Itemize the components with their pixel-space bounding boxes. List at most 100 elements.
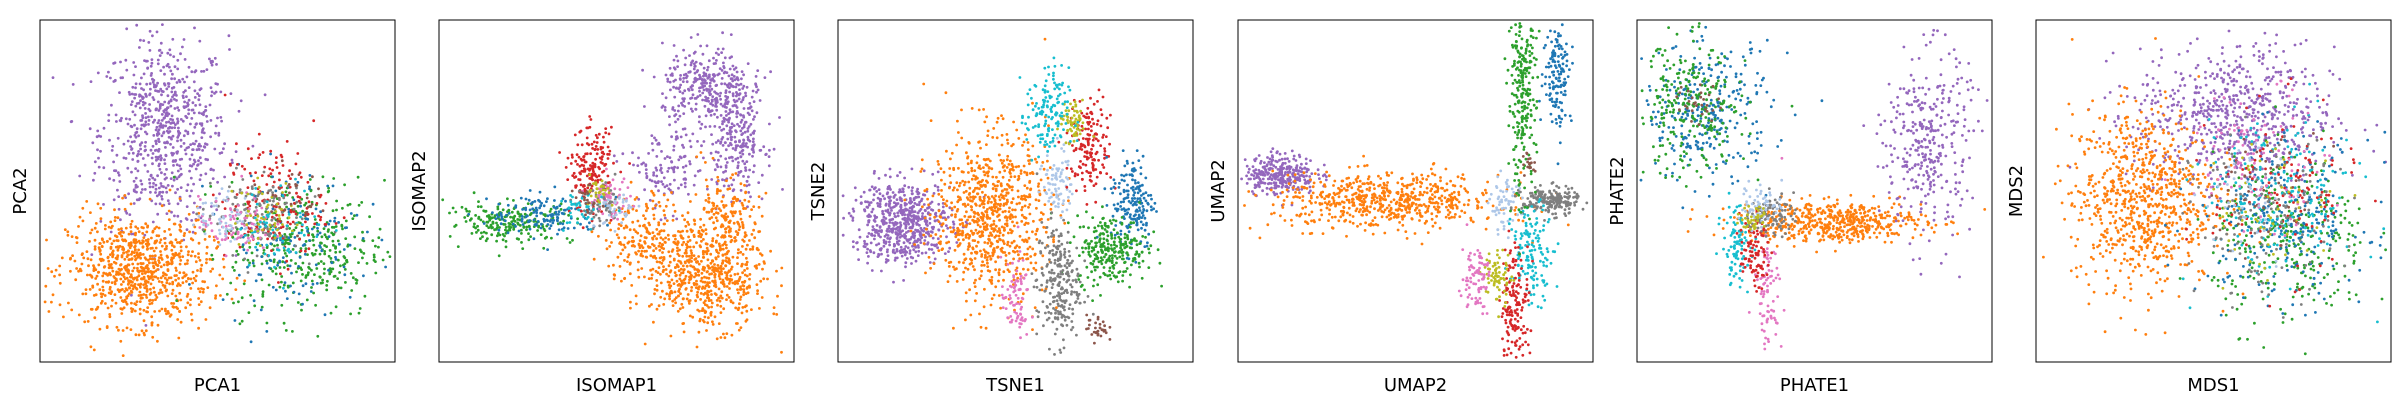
scatter-point	[491, 211, 494, 215]
scatter-point	[533, 200, 537, 203]
scatter-point	[562, 219, 565, 223]
scatter-point	[143, 101, 147, 105]
scatter-point	[659, 163, 662, 167]
scatter-point	[780, 350, 783, 354]
scatter-point	[724, 243, 728, 247]
scatter-point	[253, 197, 256, 200]
scatter-point	[742, 96, 745, 99]
scatter-point	[192, 211, 195, 214]
scatter-point	[261, 294, 265, 298]
scatter-point	[721, 31, 724, 35]
scatter-point	[655, 174, 659, 178]
scatter-point	[123, 257, 127, 261]
scatter-point	[174, 238, 178, 242]
scatter-point	[225, 227, 228, 231]
scatter-point	[112, 239, 116, 243]
scatter-point	[288, 185, 292, 189]
scatter-point	[550, 236, 553, 240]
scatter-point	[580, 209, 583, 213]
scatter-point	[334, 245, 337, 249]
scatter-point	[717, 53, 720, 56]
scatter-point	[689, 249, 693, 253]
scatter-point	[613, 201, 617, 205]
scatter-point	[748, 113, 751, 116]
scatter-point	[248, 261, 252, 265]
scatter-point	[130, 219, 134, 223]
scatter-point	[687, 192, 690, 196]
scatter-point	[683, 89, 687, 93]
scatter-point	[598, 205, 601, 209]
scatter-point	[160, 197, 164, 201]
scatter-point	[141, 296, 144, 300]
scatter-point	[689, 107, 693, 111]
scatter-point	[590, 217, 594, 221]
scatter-point	[729, 141, 732, 145]
scatter-point	[169, 69, 173, 73]
scatter-point	[149, 64, 153, 68]
scatter-point	[513, 219, 517, 223]
scatter-point	[516, 218, 520, 221]
scatter-point	[648, 178, 652, 182]
scatter-point	[285, 193, 289, 197]
scatter-point	[694, 107, 698, 111]
scatter-point	[183, 148, 187, 152]
scatter-point	[299, 215, 302, 219]
scatter-point	[225, 195, 229, 199]
scatter-point	[115, 120, 118, 123]
scatter-point	[86, 320, 90, 323]
scatter-point	[178, 228, 182, 232]
scatter-point	[166, 82, 170, 85]
scatter-point	[257, 223, 260, 226]
scatter-point	[114, 256, 118, 260]
scatter-point	[198, 205, 202, 209]
scatter-point	[223, 142, 227, 146]
scatter-point	[128, 93, 132, 96]
scatter-point	[476, 228, 480, 232]
scatter-point	[474, 226, 477, 230]
scatter-point	[143, 286, 147, 290]
scatter-point	[351, 276, 355, 280]
scatter-point	[329, 311, 333, 315]
scatter-point	[504, 225, 508, 229]
scatter-point	[683, 105, 687, 108]
scatter-point	[134, 86, 137, 90]
scatter-point	[85, 200, 89, 203]
scatter-point	[211, 212, 215, 216]
scatter-point	[710, 109, 714, 112]
scatter-point	[143, 188, 147, 191]
scatter-point	[753, 264, 757, 268]
scatter-point	[319, 218, 322, 222]
scatter-point	[741, 280, 744, 284]
scatter-point	[594, 195, 598, 198]
scatter-point	[470, 217, 473, 221]
scatter-point	[130, 100, 134, 103]
scatter-point	[238, 219, 242, 223]
scatter-point	[551, 221, 555, 225]
scatter-point	[751, 247, 755, 251]
scatter-point	[755, 111, 759, 115]
scatter-point	[100, 295, 103, 299]
scatter-point	[742, 290, 746, 294]
scatter-point	[139, 293, 143, 297]
scatter-point	[163, 72, 166, 76]
scatter-point	[668, 123, 671, 127]
scatter-point	[715, 239, 718, 243]
scatter-point	[570, 207, 573, 210]
scatter-point	[151, 162, 154, 166]
scatter-point	[651, 191, 655, 195]
scatter-point	[138, 241, 142, 245]
scatter-point	[676, 246, 679, 250]
scatter-point	[742, 107, 746, 110]
scatter-point	[268, 266, 271, 270]
scatter-point	[263, 199, 267, 203]
scatter-point	[273, 234, 277, 237]
scatter-point	[173, 65, 177, 69]
scatter-point	[509, 215, 512, 219]
scatter-point	[702, 301, 706, 304]
scatter-point	[113, 282, 117, 286]
scatter-point	[310, 200, 314, 204]
scatter-point	[671, 218, 675, 222]
scatter-point	[780, 284, 783, 288]
scatter-point	[271, 269, 275, 273]
scatter-point	[672, 44, 676, 47]
